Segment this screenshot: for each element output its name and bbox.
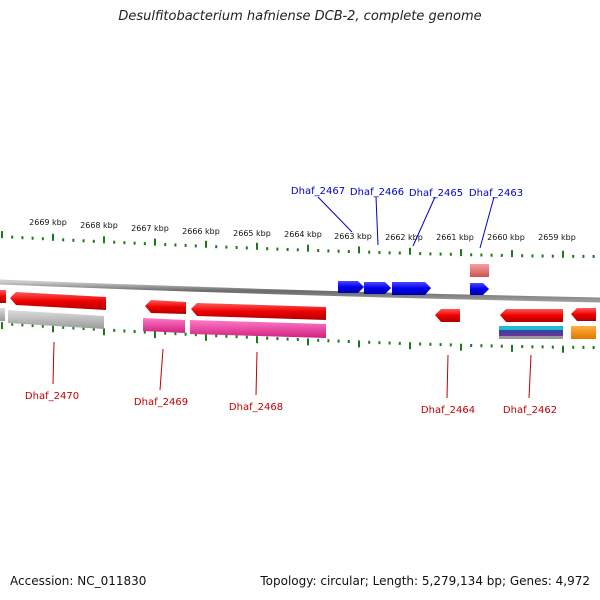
forward-genes bbox=[338, 264, 489, 295]
outer-scale-ticks bbox=[1, 231, 595, 258]
gene-dhaf-2468[interactable] bbox=[191, 303, 326, 320]
gene-partial-left[interactable] bbox=[0, 290, 6, 303]
leader-dhaf-2469 bbox=[159, 348, 164, 391]
gene-dhaf-2464[interactable] bbox=[435, 309, 460, 322]
scale-label-2664: 2664 kbp bbox=[284, 230, 322, 239]
scale-label-2669: 2669 kbp bbox=[29, 218, 67, 227]
scale-label-2663: 2663 kbp bbox=[334, 232, 372, 241]
gene-dhaf-2467[interactable] bbox=[338, 281, 364, 293]
top-leader-lines bbox=[317, 196, 495, 249]
genome-backbone bbox=[0, 279, 600, 303]
feature-orange[interactable] bbox=[571, 326, 596, 339]
leader-dhaf-2470 bbox=[52, 341, 55, 385]
feature-blue-band[interactable] bbox=[499, 330, 563, 333]
label-dhaf-2468[interactable]: Dhaf_2468 bbox=[229, 402, 283, 413]
feature-pink-2469[interactable] bbox=[143, 318, 185, 333]
label-dhaf-2463[interactable]: Dhaf_2463 bbox=[469, 188, 523, 199]
scale-label-2662: 2662 kbp bbox=[385, 233, 423, 242]
label-dhaf-2466[interactable]: Dhaf_2466 bbox=[350, 187, 404, 198]
map-title: Desulfitobacterium hafniense DCB-2, comp… bbox=[118, 9, 482, 24]
top-gene-labels: Dhaf_2467 Dhaf_2466 Dhaf_2465 Dhaf_2463 bbox=[291, 186, 523, 199]
gene-dhaf-2465[interactable] bbox=[392, 282, 431, 295]
gene-dhaf-2463[interactable] bbox=[470, 283, 489, 295]
scale-labels: 2669 kbp 2668 kbp 2667 kbp 2666 kbp 2665… bbox=[29, 218, 576, 242]
feature-cyan-band[interactable] bbox=[499, 326, 563, 330]
scale-label-2660: 2660 kbp bbox=[487, 233, 525, 242]
scale-label-2661: 2661 kbp bbox=[436, 233, 474, 242]
scale-label-2659: 2659 kbp bbox=[538, 233, 576, 242]
other-features bbox=[0, 308, 596, 339]
label-dhaf-2469[interactable]: Dhaf_2469 bbox=[134, 397, 188, 408]
label-dhaf-2462[interactable]: Dhaf_2462 bbox=[503, 405, 557, 416]
gene-partial-right[interactable] bbox=[571, 308, 596, 321]
gene-dhaf-2470[interactable] bbox=[10, 292, 106, 310]
feature-gray-partial[interactable] bbox=[0, 308, 5, 321]
scale-label-2667: 2667 kbp bbox=[131, 224, 169, 233]
label-dhaf-2465[interactable]: Dhaf_2465 bbox=[409, 188, 463, 199]
label-dhaf-2464[interactable]: Dhaf_2464 bbox=[421, 405, 475, 416]
leader-dhaf-2466 bbox=[375, 196, 379, 246]
feature-purple-band[interactable] bbox=[499, 333, 563, 336]
inner-scale-ticks bbox=[1, 322, 595, 353]
leader-dhaf-2465 bbox=[412, 196, 436, 247]
label-dhaf-2470[interactable]: Dhaf_2470 bbox=[25, 391, 79, 402]
leader-dhaf-2468 bbox=[255, 351, 258, 396]
leader-dhaf-2462 bbox=[528, 354, 532, 399]
bottom-leader-lines bbox=[52, 341, 532, 399]
label-dhaf-2467[interactable]: Dhaf_2467 bbox=[291, 186, 345, 197]
leader-dhaf-2467 bbox=[317, 196, 353, 233]
feature-gray[interactable] bbox=[8, 310, 104, 329]
accession-text: Accession: NC_011830 bbox=[10, 574, 147, 588]
reverse-genes bbox=[0, 290, 596, 322]
leader-dhaf-2463 bbox=[479, 196, 495, 249]
feature-pink-2468[interactable] bbox=[190, 320, 326, 338]
gene-dhaf-2462[interactable] bbox=[500, 309, 563, 322]
leader-dhaf-2464 bbox=[446, 354, 449, 399]
feature-gray-band[interactable] bbox=[499, 336, 563, 339]
genome-summary-text: Topology: circular; Length: 5,279,134 bp… bbox=[260, 574, 590, 588]
gene-dhaf-2469[interactable] bbox=[145, 300, 186, 314]
feature-salmon[interactable] bbox=[470, 264, 489, 277]
scale-label-2665: 2665 kbp bbox=[233, 229, 271, 238]
scale-label-2666: 2666 kbp bbox=[182, 227, 220, 236]
bottom-gene-labels: Dhaf_2470 Dhaf_2469 Dhaf_2468 Dhaf_2464 … bbox=[25, 391, 557, 416]
gene-dhaf-2466[interactable] bbox=[364, 282, 391, 294]
scale-label-2668: 2668 kbp bbox=[80, 221, 118, 230]
